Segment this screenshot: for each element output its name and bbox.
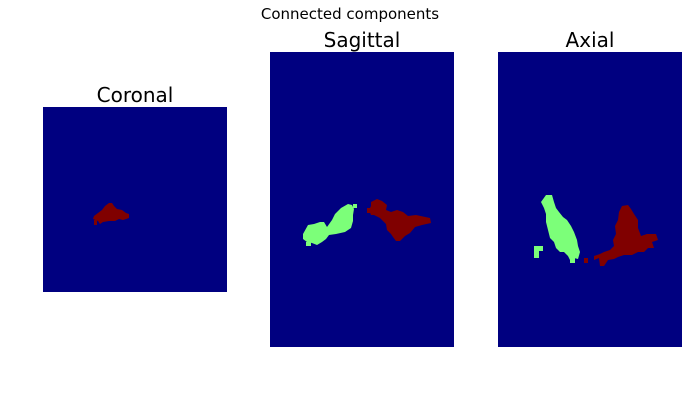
axial-slice [498,52,682,347]
sagittal-title: Sagittal [323,28,401,52]
sagittal-component-red [369,199,431,241]
coronal-title: Coronal [96,83,174,107]
figure-title: Connected components [260,5,440,23]
sagittal-slice [270,52,454,347]
coronal-component-red [93,203,129,224]
axial-component-red [594,205,658,266]
axial-component-green [541,195,580,260]
coronal-background [43,107,227,292]
coronal-slice [43,107,227,292]
sagittal-component-green [303,204,354,245]
sagittal-background [270,52,454,347]
axial-background [498,52,682,347]
axial-title: Axial [565,28,615,52]
